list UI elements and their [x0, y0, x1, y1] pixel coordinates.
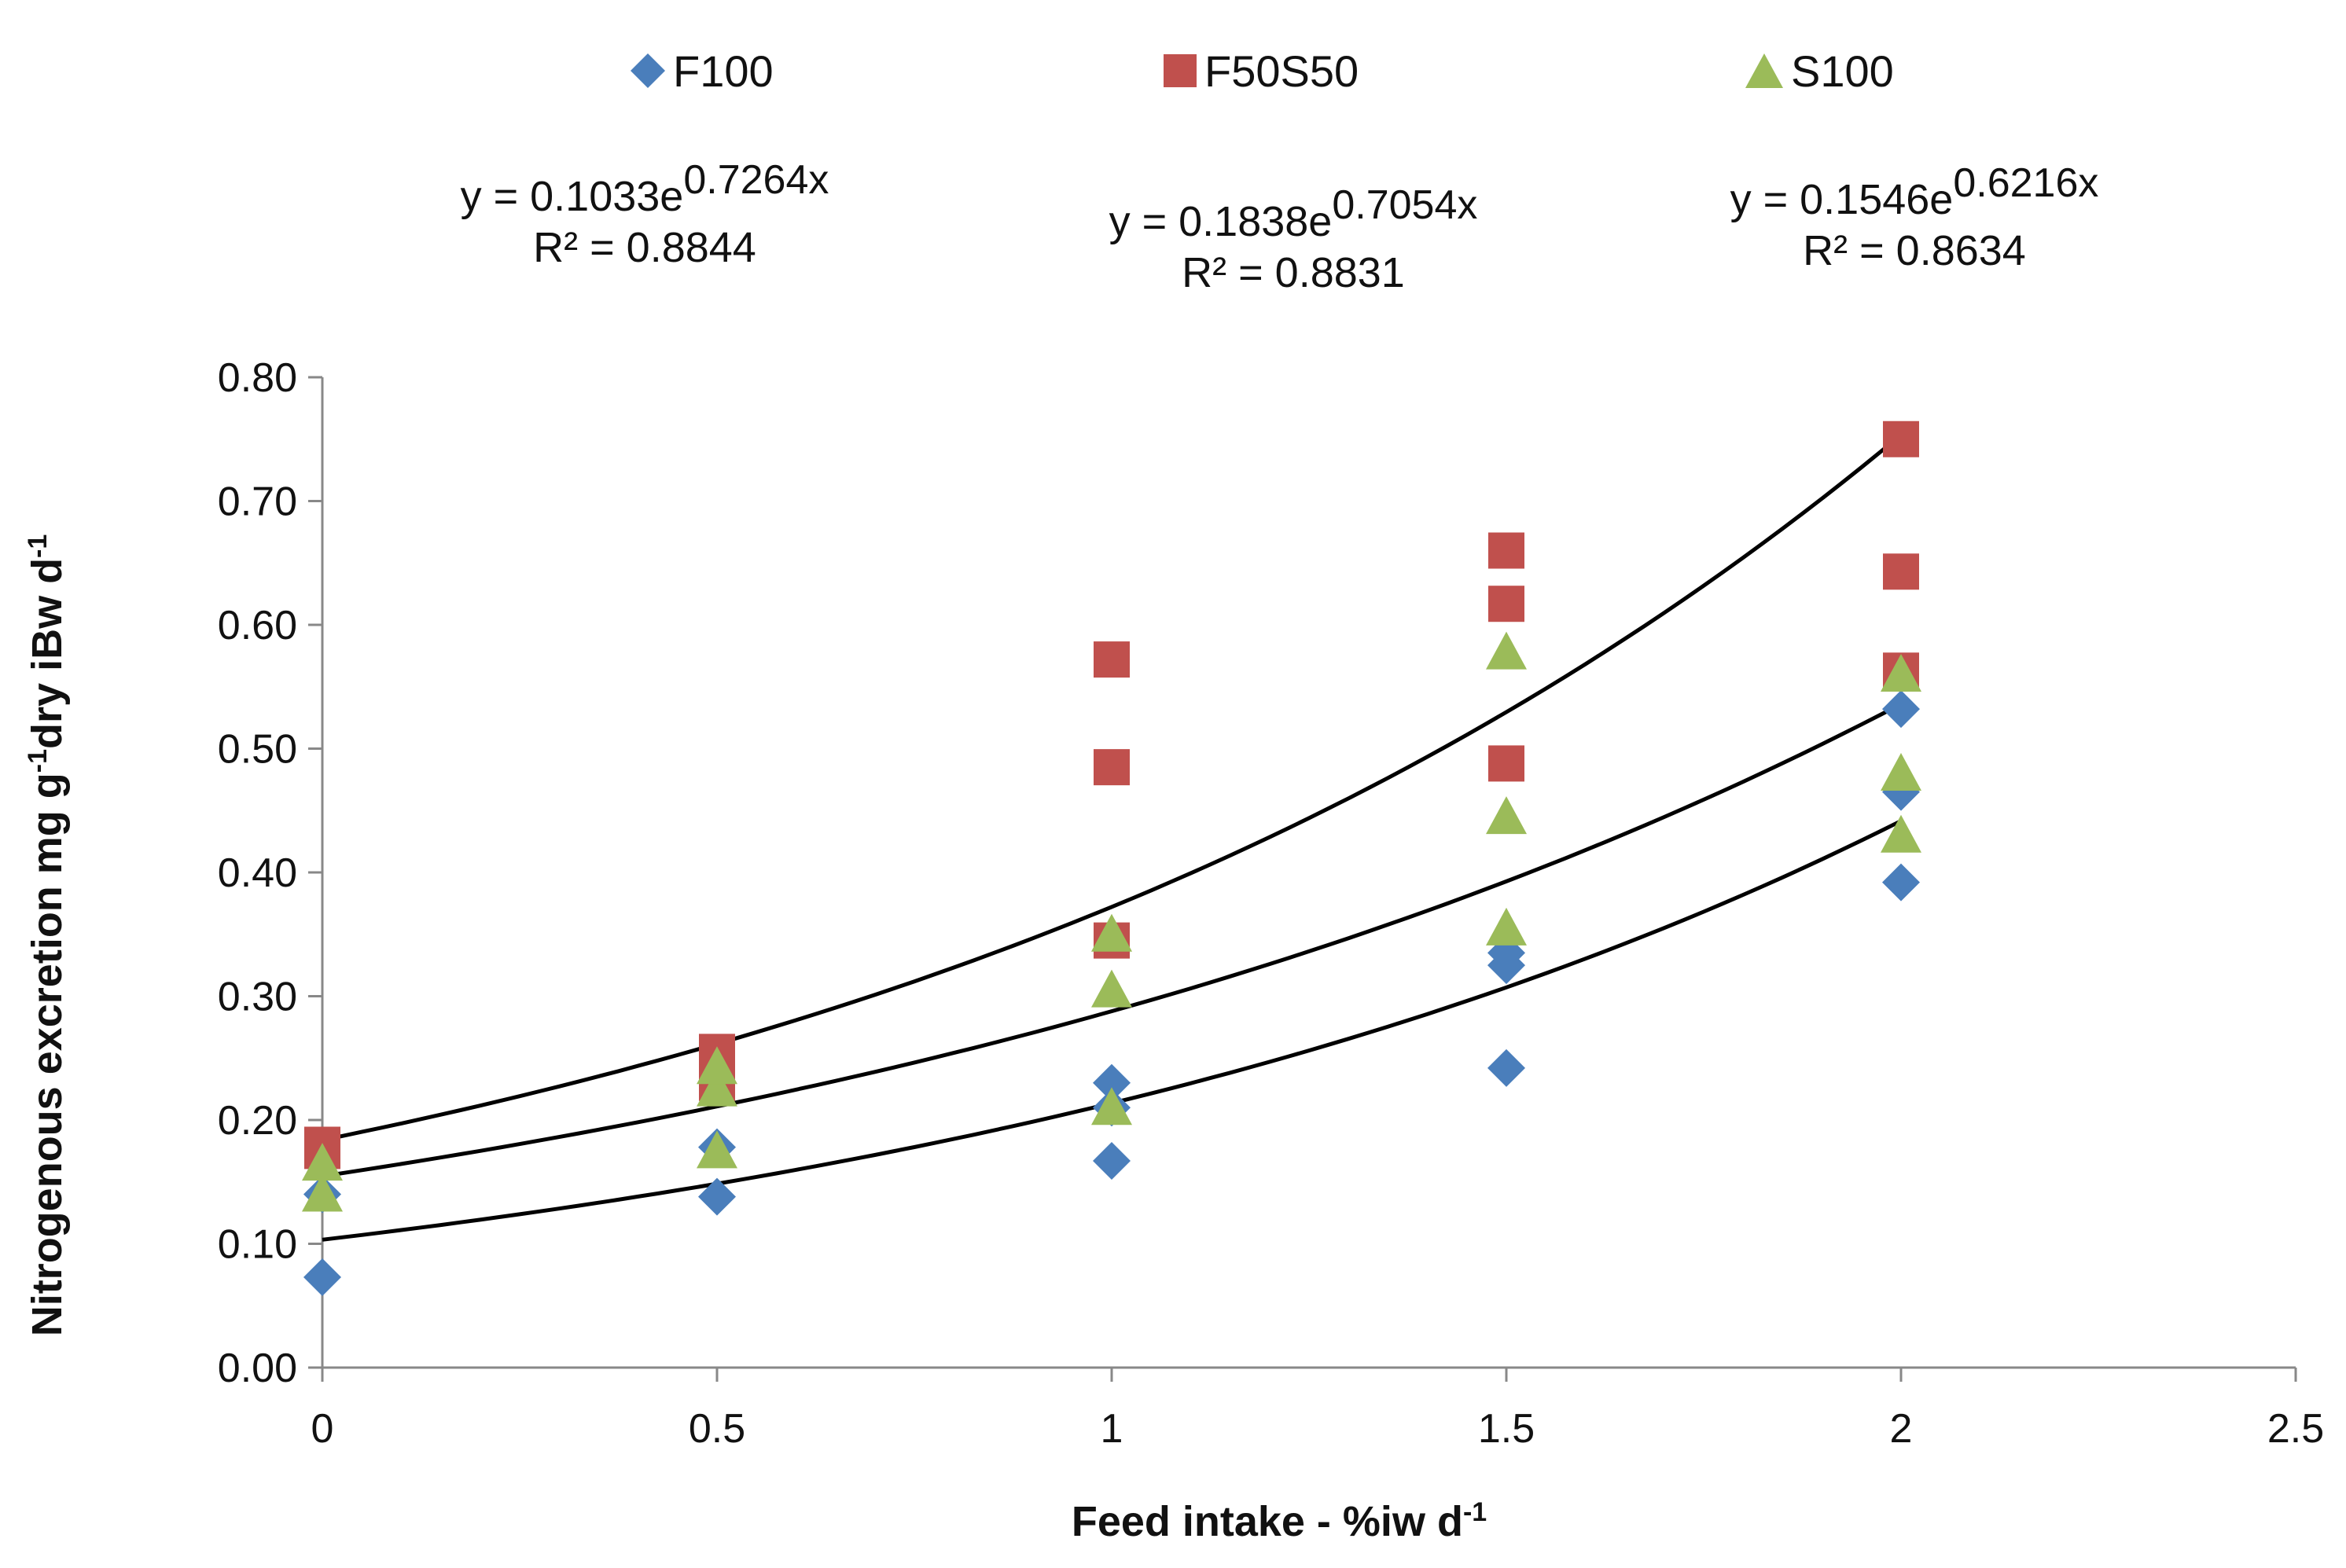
- s100-point: [1881, 654, 1921, 692]
- s100-point: [1486, 631, 1527, 670]
- s100-point: [302, 1143, 343, 1181]
- trendline-equation-2: y = 0.1838e0.7054x R² = 0.8831: [1057, 182, 1529, 299]
- diamond-marker-icon: [631, 53, 665, 88]
- equation-exponent: 0.7264x: [683, 157, 829, 203]
- y-axis-title-text-2: dry iBw d: [24, 557, 71, 749]
- y-tick-label: 0.10: [218, 1222, 297, 1268]
- f50s50-point: [1883, 553, 1919, 590]
- s100-point: [1486, 907, 1527, 946]
- trendline-3: [322, 702, 1903, 1178]
- trendline-equation-3: y = 0.1546e0.6216x R² = 0.8634: [1679, 160, 2150, 277]
- y-tick-label: 0.60: [218, 603, 297, 648]
- legend-label-s100: S100: [1791, 46, 1894, 96]
- y-tick-label: 0.50: [218, 727, 297, 773]
- axes-layer: [308, 376, 2297, 1382]
- equation-text: y = 0.1033e: [460, 173, 684, 220]
- points-layer: [302, 420, 1921, 1297]
- x-tick-label: 0: [311, 1406, 334, 1452]
- trendline-equation-1: y = 0.1033e0.7264x R² = 0.8844: [409, 157, 881, 274]
- f100-point: [303, 1258, 341, 1297]
- f50s50-point: [1488, 586, 1524, 622]
- legend-item-f50s50: F50S50: [1162, 39, 1359, 102]
- y-axis-title: Nitrogenous excretion mg g-1dry iBw d-1: [23, 534, 72, 1337]
- x-tick-label: 2: [1890, 1406, 1913, 1452]
- y-tick-label: 0.40: [218, 850, 297, 896]
- y-tick-label: 0.30: [218, 975, 297, 1020]
- equation-text: y = 0.1546e: [1730, 176, 1954, 223]
- s100-point: [1091, 913, 1132, 952]
- tick-labels-layer: 0.00 0.10 0.20 0.30 0.40 0.50 0.60 0.70 0.80 0 0.5…: [218, 355, 2324, 1452]
- y-axis-title-sup-1: -1: [23, 748, 53, 773]
- trendline-2: [322, 433, 1903, 1142]
- legend-item-s100: S100: [1744, 39, 1894, 102]
- legend-label-f100: F100: [673, 46, 774, 96]
- s100-point: [1091, 969, 1132, 1008]
- x-tick-label: 1: [1101, 1406, 1123, 1452]
- y-axis-title-sup-2: -1: [23, 534, 53, 558]
- s100-point: [697, 1068, 737, 1107]
- s100-point: [1091, 1087, 1132, 1126]
- s100-point: [1881, 814, 1921, 853]
- f50s50-point: [1094, 749, 1130, 786]
- equation-text: y = 0.1838e: [1109, 198, 1333, 245]
- y-tick-label: 0.20: [218, 1098, 297, 1144]
- f50s50-point: [1094, 641, 1130, 678]
- x-tick-label: 1.5: [1478, 1406, 1535, 1452]
- r-squared-text: R² = 0.8634: [1803, 226, 2026, 274]
- f50s50-point: [1488, 532, 1524, 569]
- f100-point: [1487, 1048, 1525, 1087]
- x-tick-label: 2.5: [2267, 1406, 2324, 1452]
- f100-point: [1093, 1063, 1131, 1102]
- f50s50-point: [1488, 745, 1524, 782]
- s100-point: [302, 1173, 343, 1212]
- s100-point: [697, 1046, 737, 1085]
- s100-point: [697, 1130, 737, 1169]
- s100-point: [1881, 753, 1921, 791]
- square-marker-icon: [1164, 54, 1197, 87]
- y-axis-title-text: Nitrogenous excretion mg g: [24, 773, 71, 1337]
- r-squared-text: R² = 0.8831: [1182, 248, 1405, 296]
- x-axis-title: Feed intake - %iw d-1: [0, 1497, 2346, 1546]
- triangle-marker-icon: [1745, 53, 1783, 88]
- f50s50-point: [1883, 420, 1919, 457]
- y-tick-label: 0.70: [218, 479, 297, 525]
- f100-point: [1093, 1141, 1131, 1180]
- f100-point: [1882, 690, 1920, 729]
- x-axis-title-text: Feed intake - %iw d: [1071, 1498, 1463, 1545]
- y-tick-label: 0.80: [218, 355, 297, 401]
- f100-point: [698, 1177, 736, 1216]
- legend-item-f100: F100: [629, 39, 774, 102]
- equation-exponent: 0.6216x: [1953, 160, 2099, 206]
- r-squared-text: R² = 0.8844: [533, 223, 756, 271]
- f100-point: [1882, 863, 1920, 902]
- legend-label-f50s50: F50S50: [1204, 46, 1359, 96]
- s100-point: [1486, 796, 1527, 835]
- y-tick-label: 0.00: [218, 1346, 297, 1391]
- x-tick-label: 0.5: [689, 1406, 745, 1452]
- equation-exponent: 0.7054x: [1332, 182, 1478, 228]
- x-axis-title-sup: -1: [1462, 1497, 1487, 1527]
